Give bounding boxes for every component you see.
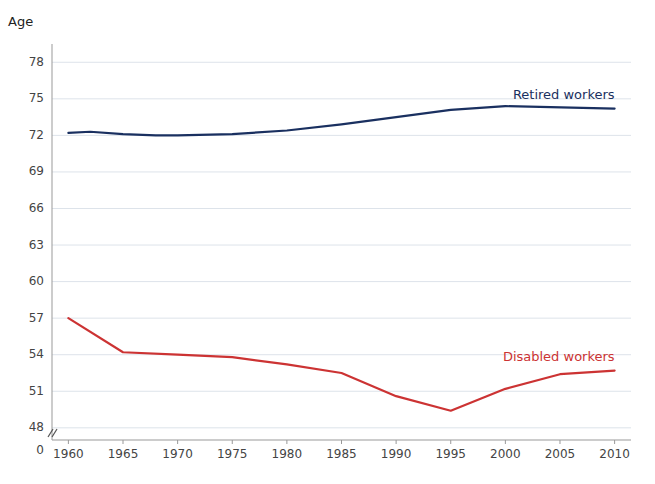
grid-line bbox=[52, 427, 631, 428]
x-tick-label: 1965 bbox=[108, 447, 139, 461]
x-tick-label: 1960 bbox=[53, 447, 84, 461]
y-tick-label: 78 bbox=[29, 55, 44, 69]
x-tick-label: 1980 bbox=[272, 447, 303, 461]
axis-break-mark bbox=[52, 429, 57, 437]
grid-line bbox=[52, 245, 631, 246]
x-tick bbox=[232, 440, 233, 444]
x-tick-label: 2010 bbox=[599, 447, 630, 461]
x-tick bbox=[177, 440, 178, 444]
x-tick-label: 2005 bbox=[545, 447, 576, 461]
y-tick-label: 75 bbox=[29, 91, 44, 105]
x-axis: 1960 1965 1970 1975 1980 1985 1990 1995 2000 2005… bbox=[53, 440, 630, 461]
x-tick bbox=[123, 440, 124, 444]
grid-line bbox=[52, 318, 631, 319]
x-tick bbox=[286, 440, 287, 444]
x-tick bbox=[505, 440, 506, 444]
y-tick-label: 63 bbox=[29, 238, 44, 252]
y-axis-label: Age bbox=[8, 14, 33, 29]
series-label: Disabled workers bbox=[503, 349, 615, 364]
line bbox=[68, 318, 614, 411]
annotation: 0 bbox=[36, 443, 44, 457]
x-tick-label: 1990 bbox=[381, 447, 412, 461]
grid-line bbox=[52, 62, 631, 63]
line-labels: Retired workers Disabled workers bbox=[503, 87, 615, 364]
y-axis: 48 51 54 57 60 63 66 69 72 75 78 bbox=[29, 55, 631, 435]
grid-line bbox=[52, 281, 631, 282]
x-tick bbox=[68, 440, 69, 444]
y-tick-label: 66 bbox=[29, 201, 44, 215]
y-tick-label: 60 bbox=[29, 274, 44, 288]
y-tick-label: 48 bbox=[29, 420, 44, 434]
grid-line bbox=[52, 391, 631, 392]
grid-line bbox=[52, 171, 631, 172]
series-label: Retired workers bbox=[513, 87, 615, 102]
y-tick-label: 72 bbox=[29, 128, 44, 142]
y-axis-line bbox=[52, 44, 53, 440]
y-tick-label: 57 bbox=[29, 311, 44, 325]
x-tick-label: 1995 bbox=[435, 447, 466, 461]
x-tick bbox=[341, 440, 342, 444]
x-tick-label: 1975 bbox=[217, 447, 248, 461]
y-tick-label: 69 bbox=[29, 164, 44, 178]
plot-area bbox=[68, 106, 614, 411]
x-tick-label: 1970 bbox=[162, 447, 193, 461]
axis-break bbox=[48, 429, 57, 437]
x-tick bbox=[614, 440, 615, 444]
line bbox=[68, 106, 614, 135]
y-tick-label: 54 bbox=[29, 347, 44, 361]
grid-line bbox=[52, 208, 631, 209]
x-axis-line bbox=[52, 440, 631, 441]
x-tick-label: 1985 bbox=[326, 447, 357, 461]
x-tick-label: 2000 bbox=[490, 447, 521, 461]
x-tick bbox=[396, 440, 397, 444]
x-tick bbox=[450, 440, 451, 444]
x-tick bbox=[559, 440, 560, 444]
y-tick-label: 51 bbox=[29, 384, 44, 398]
chart: 4851545760636669727578196019651970197519… bbox=[0, 0, 655, 484]
